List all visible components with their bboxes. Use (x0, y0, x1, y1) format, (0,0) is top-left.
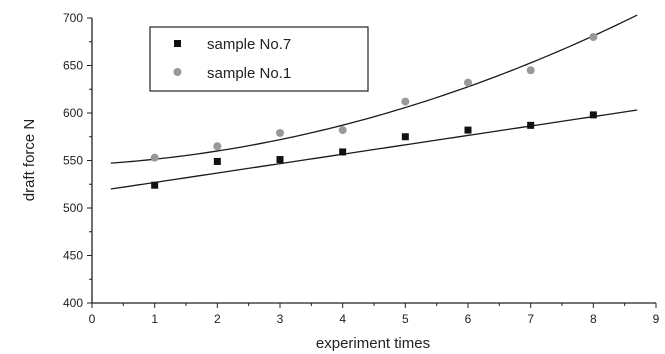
legend-label-sample-7: sample No.7 (207, 36, 291, 53)
x-axis-title: experiment times (316, 335, 430, 352)
y-axis-title: draft force N (21, 119, 38, 202)
point-series-1 (213, 142, 222, 151)
point-series-0 (339, 148, 347, 156)
y-tick-label: 400 (63, 296, 83, 310)
y-tick-label: 650 (63, 59, 83, 73)
x-tick-label: 6 (465, 312, 472, 326)
point-series-0 (276, 156, 284, 164)
x-tick-label: 8 (590, 312, 597, 326)
y-tick-label: 600 (63, 106, 83, 120)
y-tick-label: 700 (63, 11, 83, 25)
point-series-0 (213, 157, 221, 165)
legend-marker-sample-7 (174, 40, 181, 47)
point-series-0 (464, 126, 472, 134)
x-tick-label: 2 (214, 312, 221, 326)
x-tick-label: 9 (653, 312, 660, 326)
point-series-1 (401, 97, 410, 106)
point-series-0 (401, 133, 409, 141)
point-series-1 (589, 33, 598, 41)
fit-lines (110, 14, 638, 190)
legend-box (149, 26, 369, 92)
x-tick-label: 5 (402, 312, 409, 326)
x-tick-label: 7 (527, 312, 534, 326)
point-series-0 (527, 121, 535, 129)
x-tick-label: 0 (89, 312, 96, 326)
x-tick-label: 3 (277, 312, 284, 326)
x-tick-label: 4 (339, 312, 346, 326)
fit-line-series-0 (110, 109, 638, 190)
y-tick-label: 500 (63, 201, 83, 215)
axes: 0 1 2 3 4 5 6 7 8 9 400 450 500 550 600 650 700 (63, 11, 660, 326)
fit-line-series-1 (110, 14, 638, 164)
point-series-0 (151, 181, 159, 189)
point-series-1 (526, 66, 535, 75)
x-tick-label: 1 (151, 312, 158, 326)
y-tick-label: 550 (63, 154, 83, 168)
point-series-1 (150, 153, 159, 162)
point-series-1 (338, 126, 347, 135)
legend-label-sample-1: sample No.1 (207, 65, 291, 82)
legend-marker-sample-1 (173, 68, 182, 76)
point-series-0 (589, 111, 597, 119)
point-series-1 (276, 128, 284, 137)
legend: sample No.7 sample No.1 (149, 26, 369, 92)
point-series-1 (464, 78, 472, 87)
y-tick-label: 450 (63, 249, 83, 263)
data-points (150, 33, 598, 189)
